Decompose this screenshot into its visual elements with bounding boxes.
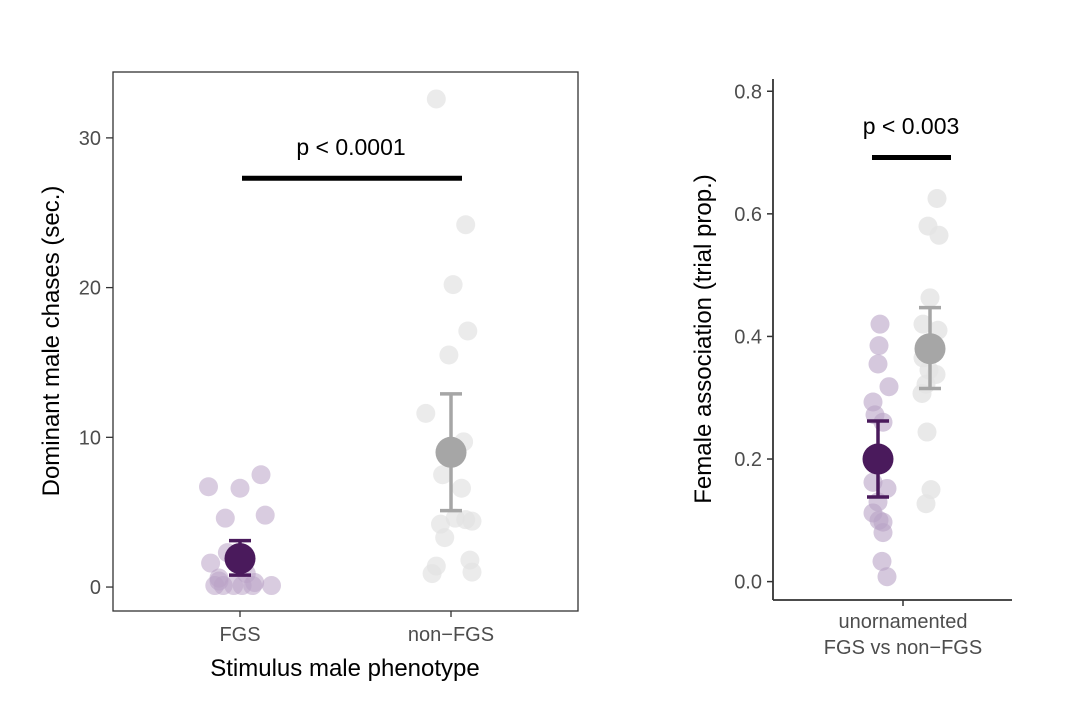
association-points bbox=[863, 189, 949, 587]
chases-panel-border bbox=[112, 71, 579, 612]
association-y-axis-title: Female association (trial prop.) bbox=[690, 174, 717, 503]
chases-x-axis: FGS non−FGS bbox=[219, 611, 494, 646]
data-point-non-fgs bbox=[439, 345, 459, 365]
mean-point-fgs bbox=[862, 443, 894, 475]
data-point-fgs bbox=[201, 553, 221, 573]
data-point-fgs bbox=[199, 477, 218, 497]
chases-panel: 0 10 20 30 FGS non−FGS p < 0.0001 Dominant … bbox=[38, 71, 579, 682]
data-point-fgs bbox=[243, 576, 263, 596]
data-point-non-fgs bbox=[445, 508, 465, 528]
y-tick-label-20: 20 bbox=[79, 278, 101, 300]
data-point-fgs bbox=[873, 512, 893, 532]
chases-points bbox=[199, 89, 482, 596]
association-significance-label: p < 0.003 bbox=[863, 113, 960, 139]
data-point-fgs bbox=[255, 505, 275, 525]
data-point-fgs bbox=[251, 465, 271, 485]
data-point-non-fgs bbox=[920, 288, 940, 308]
x-tick-label-non-fgs: non−FGS bbox=[408, 624, 494, 646]
y-tick-label-0-0: 0.0 bbox=[734, 572, 762, 594]
data-point-non-fgs bbox=[462, 562, 482, 582]
y-tick-label-0: 0 bbox=[90, 577, 101, 599]
data-point-fgs bbox=[879, 377, 899, 397]
data-point-non-fgs bbox=[435, 528, 455, 548]
data-point-non-fgs bbox=[422, 564, 442, 584]
data-point-non-fgs bbox=[443, 275, 463, 295]
data-point-fgs bbox=[877, 478, 897, 498]
data-point-fgs bbox=[872, 551, 892, 571]
data-point-non-fgs bbox=[458, 321, 478, 341]
chases-x-axis-title: Stimulus male phenotype bbox=[210, 655, 479, 682]
data-point-non-fgs bbox=[913, 314, 933, 334]
association-summary bbox=[862, 305, 946, 499]
association-panel: 0.0 0.2 0.4 0.6 0.8 unornamented FGS vs non−… bbox=[690, 79, 1012, 659]
data-point-fgs bbox=[877, 567, 897, 587]
chases-y-axis-title: Dominant male chases (sec.) bbox=[38, 186, 65, 497]
data-point-fgs bbox=[209, 571, 229, 591]
y-tick-label-0-8: 0.8 bbox=[734, 81, 762, 103]
data-point-fgs bbox=[262, 576, 281, 596]
association-y-axis: 0.0 0.2 0.4 0.6 0.8 bbox=[734, 81, 773, 594]
y-tick-label-0-6: 0.6 bbox=[734, 204, 762, 226]
data-point-fgs bbox=[869, 336, 889, 356]
data-point-non-fgs bbox=[456, 215, 476, 235]
y-tick-label-10: 10 bbox=[79, 427, 101, 449]
data-point-fgs bbox=[215, 508, 235, 528]
data-point-non-fgs bbox=[452, 478, 471, 498]
chases-significance-label: p < 0.0001 bbox=[296, 134, 405, 160]
data-point-non-fgs bbox=[416, 403, 436, 423]
data-point-non-fgs bbox=[433, 465, 453, 485]
mean-point-non-fgs bbox=[435, 436, 467, 468]
x-tick-label-line1: unornamented bbox=[839, 611, 968, 633]
data-point-fgs bbox=[868, 354, 888, 374]
x-tick-label-line2: FGS vs non−FGS bbox=[824, 637, 982, 659]
y-tick-label-0-2: 0.2 bbox=[734, 449, 762, 471]
chases-significance: p < 0.0001 bbox=[242, 134, 462, 181]
chases-summary bbox=[224, 392, 467, 577]
data-point-non-fgs bbox=[916, 494, 936, 514]
data-point-non-fgs bbox=[462, 511, 482, 531]
y-tick-label-0-4: 0.4 bbox=[734, 326, 762, 348]
mean-point-fgs bbox=[224, 543, 256, 575]
mean-point-non-fgs bbox=[914, 333, 946, 365]
data-point-fgs bbox=[870, 314, 890, 334]
data-point-non-fgs bbox=[929, 225, 949, 245]
data-point-non-fgs bbox=[426, 89, 446, 109]
data-point-fgs bbox=[230, 478, 250, 498]
data-point-non-fgs bbox=[927, 189, 947, 209]
y-tick-label-30: 30 bbox=[79, 128, 101, 150]
data-point-non-fgs bbox=[917, 422, 937, 442]
association-significance: p < 0.003 bbox=[863, 113, 960, 160]
x-tick-label-fgs: FGS bbox=[219, 624, 260, 646]
chases-y-axis: 0 10 20 30 bbox=[79, 128, 113, 599]
